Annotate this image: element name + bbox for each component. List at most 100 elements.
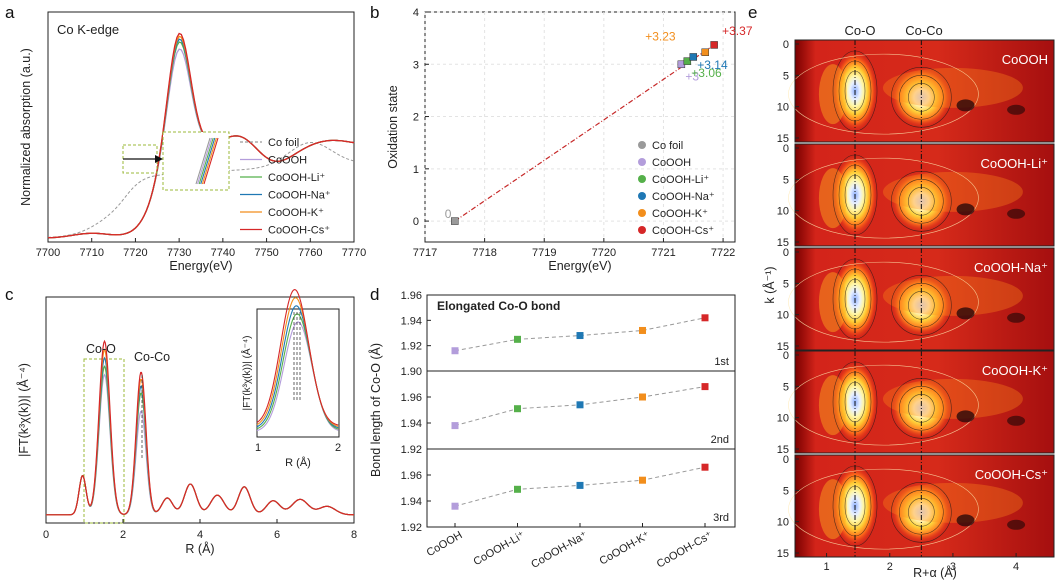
chart-e-minor-feature — [956, 410, 975, 423]
chart-a-legend-label: CoOOH-Cs⁺ — [268, 225, 330, 237]
chart-e-panel-frame — [794, 143, 1055, 247]
chart-e-panel-label: CoOOH-Cs⁺ — [975, 467, 1048, 482]
chart-c-xlabel: R (Å) — [185, 541, 214, 556]
chart-d-point — [639, 476, 646, 484]
chart-b-point — [710, 41, 718, 49]
chart-a-legend-label: CoOOH-Na⁺ — [268, 190, 331, 202]
chart-e-ytick-label: 5 — [783, 485, 789, 497]
chart-d-point — [451, 422, 459, 430]
chart-a-ylabel: Normalized absorption (a.u.) — [19, 48, 33, 206]
chart-e-minor-feature — [1007, 312, 1026, 323]
chart-e-contour — [788, 261, 979, 343]
chart-d-bond-length: 1.90 1.92 1.94 1.96 1st 1.92 1.94 1.96 2nd 1.92 1.… — [368, 290, 736, 571]
chart-d-subplot-frame — [426, 370, 736, 450]
chart-a-xtick-label: 7750 — [254, 247, 278, 259]
chart-e-minor-feature — [1007, 415, 1026, 426]
chart-a-xtick-label: 7770 — [342, 247, 366, 259]
chart-e-panel: 0 5 10 15 CoOOH-Li⁺ — [777, 143, 1055, 249]
chart-e-panel-frame — [794, 39, 1055, 143]
chart-b-legend-label: Co foil — [652, 140, 683, 152]
chart-e-ytick-label: 15 — [777, 548, 789, 560]
chart-d-point — [701, 383, 709, 391]
chart-d-ytick-label: 1.94 — [401, 496, 422, 508]
chart-c-inset-series — [256, 289, 339, 426]
panel-letter-b: b — [370, 3, 379, 22]
chart-c-xtick-label: 0 — [43, 529, 49, 541]
panel-letter-d: d — [370, 285, 379, 304]
chart-d-ytick-label: 1.90 — [401, 366, 422, 378]
chart-e-minor-feature — [1007, 208, 1026, 219]
chart-b-legend-swatch — [638, 209, 646, 217]
chart-a-xtick-label: 7710 — [79, 247, 103, 259]
chart-d-category-label: CoOOH-Na⁺ — [529, 529, 589, 571]
chart-a-xtick-label: 7760 — [298, 247, 322, 259]
chart-d-point — [701, 314, 709, 322]
chart-d-ytick-label: 1.94 — [401, 418, 422, 430]
chart-e-ytick-label: 0 — [783, 39, 789, 51]
chart-b-fit — [454, 44, 715, 222]
chart-a-xanes: Co K-edge 7700 7710 7720 7730 7740 7750 7760 77… — [19, 11, 366, 273]
chart-a-curves — [47, 32, 355, 239]
chart-e-panel: 0 5 10 15 CoOOH-Na⁺ — [777, 247, 1055, 353]
chart-c-co-o-label: Co-O — [86, 342, 116, 356]
chart-a-legend-label: Co foil — [268, 137, 299, 149]
chart-e-ytick-label: 10 — [777, 102, 789, 114]
chart-e-ytick-label: 10 — [777, 413, 789, 425]
chart-e-panel: 0 5 10 15 CoOOH — [777, 39, 1055, 145]
chart-e-ytick-label: 15 — [777, 444, 789, 456]
chart-e-panel: 0 5 10 15 CoOOH-K⁺ — [777, 350, 1055, 456]
chart-b-legend-label: CoOOH-Na⁺ — [652, 191, 715, 203]
chart-d-title: Elongated Co-O bond — [437, 299, 560, 313]
chart-b-xtick-label: 7719 — [532, 247, 556, 259]
chart-e-panel-frame — [794, 247, 1055, 351]
chart-a-xlabel: Energy(eV) — [169, 259, 232, 273]
chart-a-legend-label: CoOOH-Li⁺ — [268, 172, 325, 184]
chart-e-tail-blob — [882, 378, 1023, 419]
chart-b-legend-label: CoOOH-K⁺ — [652, 208, 708, 220]
chart-e-ytick-label: 15 — [777, 133, 789, 145]
chart-d-point — [576, 401, 584, 409]
chart-a-xtick-label: 7700 — [36, 247, 60, 259]
chart-e-contour — [788, 53, 979, 135]
chart-e-xticks: 1 2 3 4 — [824, 553, 1019, 573]
chart-b-legend-label: CoOOH — [652, 157, 691, 169]
chart-b-point-label: +3.14 — [697, 58, 728, 72]
chart-c-inset-curves — [256, 289, 339, 432]
chart-d-category-labels: CoOOH CoOOH-Li⁺ CoOOH-Na⁺ CoOOH-K⁺ CoOOH-Cs⁺ — [425, 523, 715, 571]
chart-e-ytick-label: 15 — [777, 237, 789, 249]
chart-a-legend-label: CoOOH-K⁺ — [268, 207, 324, 219]
chart-b-xtick-label: 7722 — [711, 247, 735, 259]
chart-d-point — [514, 485, 521, 493]
chart-b-xlabel: Energy(eV) — [548, 259, 611, 273]
chart-d-point — [451, 502, 459, 510]
chart-d-ytick-label: 1.96 — [401, 290, 422, 302]
chart-d-subplot-label: 3rd — [713, 512, 729, 524]
chart-a-annotation: Co K-edge — [57, 22, 119, 37]
chart-c-series — [46, 339, 355, 516]
chart-c-xtick-label: 8 — [351, 529, 357, 541]
chart-e-top-label-co-o: Co-O — [844, 23, 875, 38]
chart-b-point-label: +3 — [685, 69, 699, 83]
chart-e-ytick-label: 0 — [783, 350, 789, 362]
chart-b-xtick-label: 7717 — [413, 247, 437, 259]
chart-a-inset-series — [195, 137, 211, 185]
chart-d-point — [639, 393, 646, 401]
chart-c-inset: 1 2 R (Å) |FT(k³χ(k))| (Å⁻⁴) — [240, 289, 341, 469]
chart-b-legend-swatch — [638, 141, 646, 149]
chart-e-minor-feature — [956, 307, 975, 320]
chart-c-co-o-region — [83, 358, 125, 524]
chart-c-inset-ylabel: |FT(k³χ(k))| (Å⁻⁴) — [240, 336, 253, 411]
chart-e-panel-label: CoOOH — [1002, 52, 1048, 67]
chart-a-inset-series — [197, 137, 213, 185]
chart-b-point — [701, 48, 709, 56]
chart-b-ytick-label: 4 — [413, 7, 419, 19]
chart-d-ytick-label: 1.92 — [401, 341, 422, 353]
chart-e-contour — [899, 282, 944, 328]
chart-e-ytick-label: 10 — [777, 310, 789, 322]
chart-b-xtick-label: 7720 — [592, 247, 616, 259]
chart-e-xtick-label: 2 — [887, 561, 893, 573]
chart-a-xtick-label: 7740 — [211, 247, 235, 259]
chart-b-ytick-label: 1 — [413, 164, 419, 176]
chart-e-wavelet: 0 5 10 15 CoOOH 051015CoOOH-Li⁺051015CoOOH-Na… — [762, 23, 1055, 580]
chart-e-ylabel: k (Å⁻¹) — [762, 266, 777, 303]
